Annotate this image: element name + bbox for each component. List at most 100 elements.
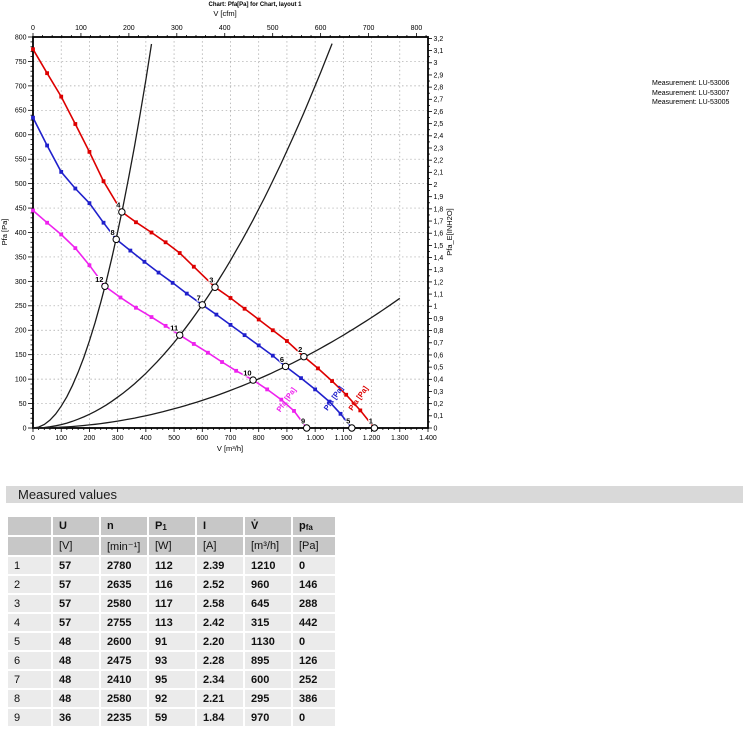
table-cell: 2.20 [197, 633, 243, 650]
table-cell: 2600 [101, 633, 147, 650]
right-tick-label: 1,4 [434, 255, 444, 262]
bottom-tick-label: 0 [31, 435, 35, 442]
table-cell: 117 [149, 595, 195, 612]
curve-marker [45, 71, 50, 76]
curve-marker [344, 392, 349, 397]
fan-curve [32, 48, 376, 429]
curve-marker [73, 122, 78, 126]
bottom-tick-label: 100 [55, 435, 67, 442]
curve-marker [242, 333, 247, 338]
curve-marker [206, 350, 210, 355]
right-tick-label: 0,1 [434, 413, 444, 420]
table-unit-cell: [Pa] [293, 537, 335, 555]
operating-point [101, 282, 109, 290]
table-cell: 95 [149, 671, 195, 688]
top-tick-label: 700 [363, 25, 375, 32]
table-row: 5 48 2600 91 2.20 1130 0 [8, 633, 335, 650]
left-tick-label: 150 [15, 352, 27, 359]
right-tick-label: 1,3 [434, 267, 444, 274]
right-tick-label: 3 [434, 60, 438, 67]
table-unit-cell: [m³/h] [245, 537, 291, 555]
table-unit-row: [V] [min⁻¹] [W] [A] [m³/h] [Pa] [8, 537, 335, 555]
right-tick-label: 1,5 [434, 243, 444, 250]
table-cell: 2.52 [197, 576, 243, 593]
table-row-number: 6 [8, 652, 51, 669]
curve-marker [191, 264, 196, 269]
table-cell: 442 [293, 614, 335, 631]
curve-marker [338, 411, 343, 416]
bottom-tick-label: 400 [140, 435, 152, 442]
bottom-tick-label: 700 [225, 435, 237, 442]
legend-item: Measurement: LU-53005 [652, 99, 730, 106]
table-header-cell: n [101, 517, 147, 535]
curve-marker [299, 376, 303, 381]
operating-point-number: 9 [301, 417, 305, 426]
bottom-tick-label: 600 [196, 435, 208, 442]
operating-point [348, 424, 356, 432]
table-cell: 960 [245, 576, 291, 593]
operating-point [281, 362, 290, 371]
table-cell: 2475 [101, 652, 147, 669]
table-cell: 1130 [245, 633, 291, 650]
left-tick-label: 550 [15, 157, 27, 164]
table-row: 7 48 2410 95 2.34 600 252 [8, 671, 335, 688]
right-tick-label: 0,9 [434, 316, 444, 323]
left-tick-label: 0 [23, 425, 27, 432]
right-tick-label: 3,1 [434, 48, 444, 55]
right-tick-label: 1,7 [434, 218, 444, 225]
top-axis-title: V [cfm] [213, 9, 236, 18]
curve-marker [256, 343, 261, 348]
operating-point [370, 424, 379, 432]
operating-point [176, 331, 184, 339]
curve-marker [242, 306, 247, 311]
table-cell: 970 [245, 709, 291, 726]
left-tick-label: 400 [15, 230, 27, 237]
left-tick-label: 500 [15, 181, 27, 188]
right-tick-label: 1,1 [434, 291, 444, 298]
curve-marker [184, 291, 189, 296]
table-row-number: 2 [8, 576, 51, 593]
curve-marker [330, 379, 334, 383]
system-curve [33, 297, 401, 429]
table-row: 9 36 2235 59 1.84 970 0 [8, 709, 335, 726]
table-cell: 2.42 [197, 614, 243, 631]
table-cell: 2.34 [197, 671, 243, 688]
table-row-number: 5 [8, 633, 51, 650]
top-tick-label: 200 [123, 25, 135, 32]
fan-curve [32, 209, 308, 429]
operating-point [249, 376, 257, 384]
legend-item: Measurement: LU-53007 [652, 89, 730, 97]
bottom-tick-label: 300 [112, 435, 124, 442]
table-cell: 57 [53, 576, 99, 593]
table-cell: 0 [293, 557, 335, 574]
left-tick-label: 750 [15, 59, 27, 66]
top-tick-label: 400 [219, 25, 231, 32]
table-cell: 48 [53, 671, 99, 688]
table-unit-cell: [min⁻¹] [101, 537, 147, 555]
curve-marker [313, 387, 318, 392]
top-tick-label: 500 [267, 25, 279, 32]
curve-marker [87, 263, 92, 268]
right-tick-label: 1,2 [434, 279, 444, 286]
bottom-tick-label: 1.100 [335, 435, 353, 442]
curve-marker [31, 47, 35, 52]
operating-point [112, 235, 120, 244]
operating-point-number: 7 [197, 293, 201, 302]
curve-marker [279, 397, 284, 402]
table-row-number: 1 [8, 557, 51, 574]
right-tick-label: 2,8 [434, 85, 444, 92]
left-tick-label: 650 [15, 108, 27, 115]
table-row: 3 57 2580 117 2.58 645 288 [8, 595, 335, 612]
table-cell: 1.84 [197, 709, 243, 726]
table-cell: 2.21 [197, 690, 243, 707]
curve-marker [191, 342, 196, 346]
table-header-cell: I [197, 517, 243, 535]
table-cell: 2580 [101, 595, 147, 612]
curve-marker [270, 353, 275, 358]
curve-marker [101, 220, 106, 225]
right-tick-label: 2,6 [434, 109, 444, 116]
right-tick-label: 2 [434, 182, 438, 189]
chart-title: Chart: Pfa[Pa] for Chart, layout 1 [208, 2, 302, 8]
curve-marker [285, 339, 289, 343]
